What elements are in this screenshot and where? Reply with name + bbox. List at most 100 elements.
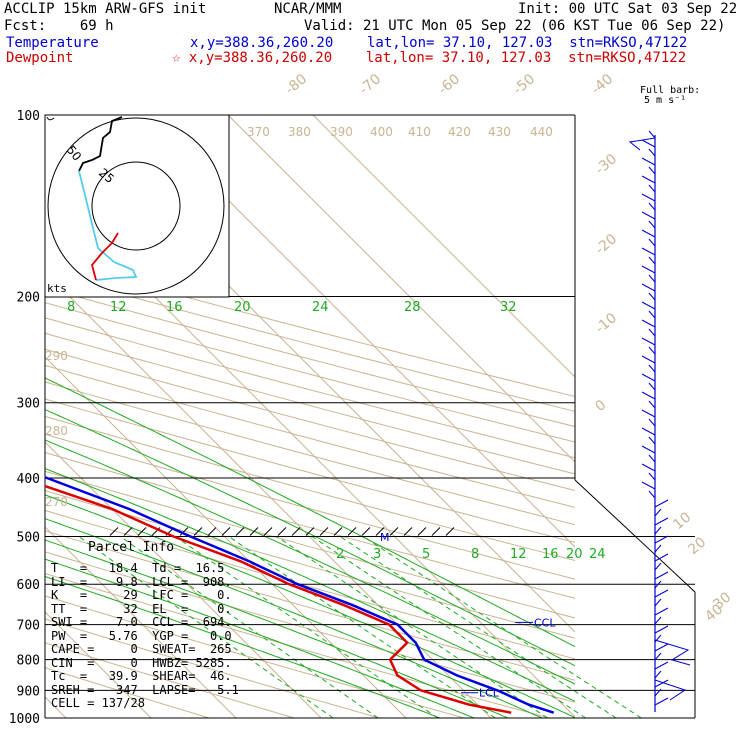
wind-barb xyxy=(654,652,662,661)
dry-adiabat xyxy=(45,452,575,599)
temperature-location: x,y=388.36,260.20 lat,lon= 37.10, 127.03… xyxy=(190,35,688,51)
theta-label: 280 xyxy=(45,424,68,438)
wind-barb xyxy=(648,436,656,445)
wind-barb xyxy=(641,427,656,436)
moist-adiabat xyxy=(45,377,575,648)
wind-barb xyxy=(654,679,687,701)
isotherm-label: -30 xyxy=(592,151,620,178)
forecast-hour: Fcst: 69 h xyxy=(4,18,114,34)
freezing-hatch xyxy=(347,527,357,536)
parcel-row: SREH = 347 LAPSE= 5.1 xyxy=(51,682,239,697)
dry-adiabat xyxy=(45,618,380,719)
isotherm-label: -80 xyxy=(282,71,310,98)
wind-barb xyxy=(648,382,656,391)
theta-label: 430 xyxy=(488,125,511,139)
dewpoint-profile xyxy=(45,484,512,714)
isotherm-label: -60 xyxy=(435,71,463,98)
hodograph-trace-cyan xyxy=(78,170,138,281)
wind-barb xyxy=(648,238,656,247)
mixing-ratio-label: 2 xyxy=(336,547,344,562)
ccl-label: CCL xyxy=(534,616,556,629)
dry-adiabat xyxy=(45,642,295,719)
wind-barb xyxy=(654,589,669,598)
moist-adiabat xyxy=(45,539,509,719)
pressure-tick-label: 900 xyxy=(17,684,40,699)
wind-barb xyxy=(641,391,656,400)
wind-barb xyxy=(648,220,656,229)
wind-barb xyxy=(648,130,656,139)
pressure-tick-label: 700 xyxy=(17,619,40,634)
freezing-hatch xyxy=(263,527,273,536)
pressure-tick-label: 100 xyxy=(17,109,40,124)
mixing-ratio-label: 8 xyxy=(471,547,479,562)
moist-adiabat xyxy=(45,518,543,719)
wind-barb xyxy=(648,148,656,157)
mixing-ratio-line xyxy=(276,537,548,719)
freezing-hatch xyxy=(431,527,441,536)
hodograph-trace-black xyxy=(78,116,123,172)
right-axis-slope xyxy=(574,479,696,593)
freezing-hatch xyxy=(417,527,427,536)
hodograph-trace-red xyxy=(91,232,119,281)
wind-barb xyxy=(654,616,662,625)
parcel-row: SWI = 7.0 CCL = 694. xyxy=(51,615,232,629)
moist-adiabat xyxy=(45,558,475,719)
parcel-row: CIN = 0 HWBZ= 5285. xyxy=(51,655,232,670)
mixing-ratio-label: 12 xyxy=(510,547,527,562)
org-label: NCAR/MMM xyxy=(274,1,342,17)
isotherm-label: 10 xyxy=(670,509,694,533)
dry-adiabat xyxy=(45,572,550,719)
wind-barb xyxy=(654,661,669,670)
wind-barb xyxy=(654,562,662,571)
wind-barb xyxy=(648,490,656,499)
dry-adiabat xyxy=(45,667,210,719)
mixing-ratio-label: 28 xyxy=(404,300,421,315)
wind-barb xyxy=(648,472,656,481)
mixing-ratio-line xyxy=(363,537,642,719)
wind-barb xyxy=(648,310,656,319)
wind-barb xyxy=(654,580,662,589)
mixing-ratio-line xyxy=(78,537,334,719)
freezing-hatch xyxy=(403,527,413,536)
wind-barb xyxy=(641,283,656,292)
isotherm-line xyxy=(45,526,237,719)
wind-barb xyxy=(648,202,656,211)
freezing-hatch xyxy=(249,527,259,536)
isotherm-line xyxy=(142,115,575,548)
pressure-tick-label: 400 xyxy=(17,472,40,487)
wind-barb xyxy=(654,679,669,688)
wind-barb xyxy=(641,301,656,310)
pressure-tick-label: 300 xyxy=(17,397,40,412)
wind-barb xyxy=(648,274,656,283)
init-time: Init: 00 UTC Sat 03 Sep 22 xyxy=(518,1,738,17)
wind-barb xyxy=(654,607,669,616)
wind-barb xyxy=(641,139,656,148)
mixing-ratio-label: 3 xyxy=(373,547,381,562)
freezing-hatch xyxy=(123,527,133,536)
freezing-hatch xyxy=(221,527,231,536)
freezing-hatch xyxy=(235,527,245,536)
mixing-ratio-label: 8 xyxy=(67,300,75,315)
wind-barb xyxy=(648,184,656,193)
wind-barb xyxy=(654,697,669,706)
theta-label: 380 xyxy=(288,125,311,139)
theta-label: 390 xyxy=(330,125,353,139)
dry-adiabat xyxy=(45,551,575,703)
mixing-ratio-line xyxy=(120,537,379,719)
wind-barb xyxy=(654,535,669,544)
wind-barb xyxy=(641,463,656,472)
freezing-hatch xyxy=(375,527,385,536)
dewpoint-location: ☆ x,y=388.36,260.20 lat,lon= 37.10, 127.… xyxy=(172,50,687,66)
mixing-ratio-line xyxy=(312,537,586,719)
freezing-hatch xyxy=(319,527,329,536)
mixing-ratio-label: 5 xyxy=(422,547,430,562)
wind-barb xyxy=(654,571,669,580)
wind-barb xyxy=(654,526,662,535)
dry-adiabat xyxy=(45,302,575,443)
parcel-info-table: T = 18.4 Td = 16.5 LI = 9.8 LCL = 908. K =… xyxy=(51,561,239,711)
freezing-hatch xyxy=(291,527,301,536)
wind-barb xyxy=(641,319,656,328)
model-title: ACCLIP 15km ARW-GFS init xyxy=(4,1,207,17)
theta-label: 410 xyxy=(408,125,431,139)
theta-label: 400 xyxy=(370,125,393,139)
